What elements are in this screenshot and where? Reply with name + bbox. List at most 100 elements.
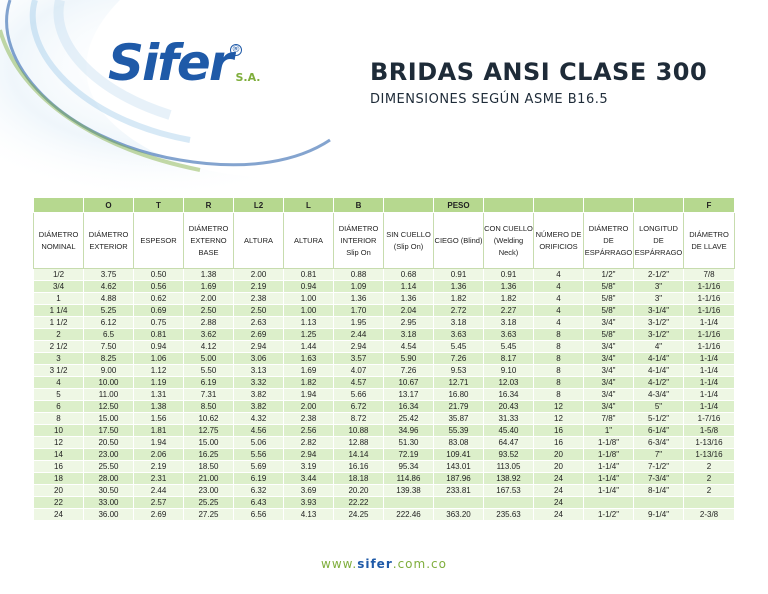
table-row-cell: 5.69 (233, 460, 284, 473)
table-row-cell: 3/4" (583, 388, 634, 401)
table-row-cell: 2.63 (233, 316, 284, 329)
table-row-cell: 0.69 (133, 304, 184, 317)
table-row: 3/4 4.62 0.56 1.69 2.19 0.94 1.09 1.14 1.36 1.36 4… (33, 280, 735, 293)
table-row-cell (433, 496, 484, 509)
table-row-cell: 1-1/16 (683, 328, 735, 341)
table-row-cell: 5.50 (183, 364, 234, 377)
table-row-cell: 4.57 (333, 376, 384, 389)
dimension-letters-row-cell: F (683, 197, 735, 213)
table-row-cell: 20 (533, 448, 584, 461)
table-row-cell: 3.82 (233, 388, 284, 401)
table-row-cell: 9.00 (83, 364, 134, 377)
table-row-cell: 5.45 (433, 340, 484, 353)
table-row-cell: 25.50 (83, 460, 134, 473)
table-row-cell: 1-1/4 (683, 376, 735, 389)
table-row-cell: 3-1/2" (633, 328, 684, 341)
table-row-cell: 2.82 (283, 436, 334, 449)
table-row-cell: 1-1/16 (683, 280, 735, 293)
table-row-cell: 4 (33, 376, 84, 389)
table-row-cell: 0.81 (283, 268, 334, 281)
table-row-cell: 139.38 (383, 484, 434, 497)
table-row-cell: 1.38 (133, 400, 184, 413)
table-row-cell: 16 (33, 460, 84, 473)
column-header-row-cell: CIEGO (Blind) (433, 212, 484, 269)
column-header-row-cell: NÚMERO DE ORIFICIOS (533, 212, 584, 269)
table-row-cell: 2.88 (183, 316, 234, 329)
table-row-cell: 3.62 (183, 328, 234, 341)
table-row-cell: 1 1/2 (33, 316, 84, 329)
table-row-cell: 1.82 (433, 292, 484, 305)
table-row-cell: 1.69 (283, 364, 334, 377)
table-row-cell: 8-1/4" (633, 484, 684, 497)
table-row-cell: 3.44 (283, 472, 334, 485)
table-row-cell: 20 (33, 484, 84, 497)
table-row-cell: 143.01 (433, 460, 484, 473)
table-row-cell (583, 496, 634, 509)
table-row: 2 1/2 7.50 0.94 4.12 2.94 1.44 2.94 4.54 5.45 5.4… (33, 340, 735, 353)
table-row-cell: 1.09 (333, 280, 384, 293)
table-row-cell: 6-1/4" (633, 424, 684, 437)
table-row-cell: 235.63 (483, 508, 534, 521)
table-row-cell: 1-13/16 (683, 448, 735, 461)
table-row-cell: 10.67 (383, 376, 434, 389)
table-row-cell: 2.44 (333, 328, 384, 341)
table-row-cell: 20.50 (83, 436, 134, 449)
table-row-cell: 24 (533, 508, 584, 521)
table-row-cell: 2.72 (433, 304, 484, 317)
table-row-cell: 1-7/16 (683, 412, 735, 425)
table-row-cell: 2.69 (133, 508, 184, 521)
dimension-letters-row-cell: B (333, 197, 384, 213)
table-row-cell: 1-1/4" (583, 472, 634, 485)
table-row-cell: 25.42 (383, 412, 434, 425)
table-row-cell: 5.00 (183, 352, 234, 365)
table-row-cell: 24 (533, 484, 584, 497)
table-row-cell: 1.81 (133, 424, 184, 437)
table-row-cell: 1-1/8" (583, 436, 634, 449)
table-row-cell: 1-1/4 (683, 388, 735, 401)
website-url[interactable]: www.sifer.com.co (0, 557, 768, 571)
table-row-cell: 3.32 (233, 376, 284, 389)
table-row-cell: 1/2" (583, 268, 634, 281)
table-row-cell: 5.06 (233, 436, 284, 449)
table-row-cell: 3/4" (583, 352, 634, 365)
table-row: 2 6.5 0.81 3.62 2.69 1.25 2.44 3.18 3.63 3.63 8 5/8… (33, 328, 735, 341)
column-header-row-cell: CON CUELLO (Welding Neck) (483, 212, 534, 269)
table-row-cell: 18.18 (333, 472, 384, 485)
column-header-row-cell: ALTURA (233, 212, 284, 269)
table-row: 22 33.00 2.57 25.25 6.43 3.93 22.22 24 (33, 496, 735, 509)
table-row-cell: 1.13 (283, 316, 334, 329)
column-header-row-cell: SIN CUELLO (Slip On) (383, 212, 434, 269)
table-row-cell: 3.13 (233, 364, 284, 377)
table-row-cell: 2.04 (383, 304, 434, 317)
table-row-cell: 10.00 (83, 376, 134, 389)
table-row-cell: 3/4" (583, 364, 634, 377)
table-row-cell: 30.50 (83, 484, 134, 497)
table-row-cell: 4.54 (383, 340, 434, 353)
table-row-cell: 3 (33, 352, 84, 365)
dimension-letters-row-cell (33, 197, 84, 213)
table-row-cell: 8.72 (333, 412, 384, 425)
dimension-letters-row-cell (533, 197, 584, 213)
table-row-cell: 83.08 (433, 436, 484, 449)
column-header-row-cell: ALTURA (283, 212, 334, 269)
table-row-cell: 18.50 (183, 460, 234, 473)
table-row-cell: 12.03 (483, 376, 534, 389)
table-row-cell: 5 (33, 388, 84, 401)
table-row-cell: 8 (533, 328, 584, 341)
table-row-cell: 3 1/2 (33, 364, 84, 377)
company-logo: Sifer S.A. (108, 38, 260, 88)
table-row-cell: 36.00 (83, 508, 134, 521)
table-row-cell: 5.66 (333, 388, 384, 401)
dimension-letters-row-cell (583, 197, 634, 213)
table-row-cell: 2.31 (133, 472, 184, 485)
table-row-cell: 1-1/2" (583, 508, 634, 521)
page-title: BRIDAS ANSI CLASE 300 (370, 58, 708, 86)
table-row-cell: 18 (33, 472, 84, 485)
table-row-cell: 1.94 (133, 436, 184, 449)
table-row-cell: 1.36 (483, 280, 534, 293)
table-row-cell: 95.34 (383, 460, 434, 473)
table-row-cell: 5/8" (583, 292, 634, 305)
table-row-cell: 2.38 (283, 412, 334, 425)
table-row-cell: 0.68 (383, 268, 434, 281)
table-row-cell: 2.00 (233, 268, 284, 281)
